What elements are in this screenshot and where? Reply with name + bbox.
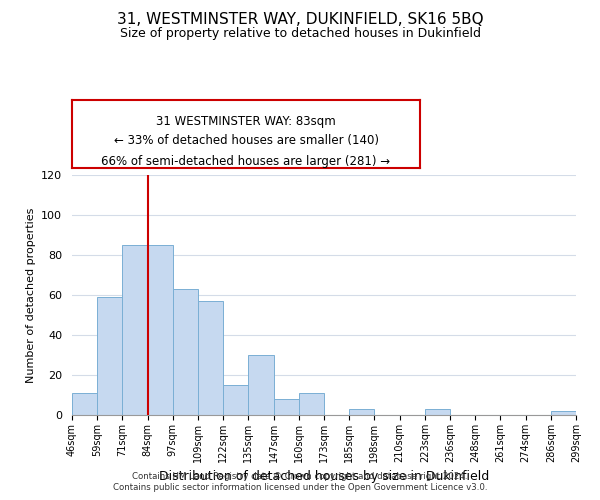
- Bar: [148, 245, 173, 415]
- Bar: [223, 385, 248, 415]
- Y-axis label: Number of detached properties: Number of detached properties: [26, 208, 35, 382]
- Bar: [122, 245, 148, 415]
- X-axis label: Distribution of detached houses by size in Dukinfield: Distribution of detached houses by size …: [159, 470, 489, 484]
- Bar: [425, 409, 450, 415]
- Bar: [299, 393, 324, 415]
- Text: 31, WESTMINSTER WAY, DUKINFIELD, SK16 5BQ: 31, WESTMINSTER WAY, DUKINFIELD, SK16 5B…: [116, 12, 484, 28]
- Bar: [551, 411, 576, 415]
- Text: Contains public sector information licensed under the Open Government Licence v3: Contains public sector information licen…: [113, 484, 487, 492]
- Bar: [274, 399, 299, 415]
- Text: 31 WESTMINSTER WAY: 83sqm: 31 WESTMINSTER WAY: 83sqm: [156, 115, 336, 128]
- Bar: [198, 301, 223, 415]
- Text: 66% of semi-detached houses are larger (281) →: 66% of semi-detached houses are larger (…: [101, 156, 391, 168]
- Bar: [97, 297, 122, 415]
- Text: ← 33% of detached houses are smaller (140): ← 33% of detached houses are smaller (14…: [113, 134, 379, 147]
- Text: Contains HM Land Registry data © Crown copyright and database right 2024.: Contains HM Land Registry data © Crown c…: [132, 472, 468, 481]
- Bar: [349, 409, 374, 415]
- Bar: [248, 355, 274, 415]
- Text: Size of property relative to detached houses in Dukinfield: Size of property relative to detached ho…: [119, 28, 481, 40]
- Bar: [72, 393, 97, 415]
- Bar: [173, 289, 198, 415]
